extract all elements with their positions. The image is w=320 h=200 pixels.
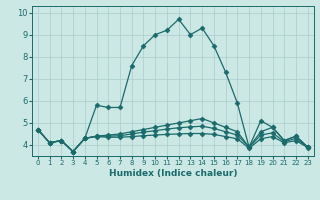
X-axis label: Humidex (Indice chaleur): Humidex (Indice chaleur) [108, 169, 237, 178]
